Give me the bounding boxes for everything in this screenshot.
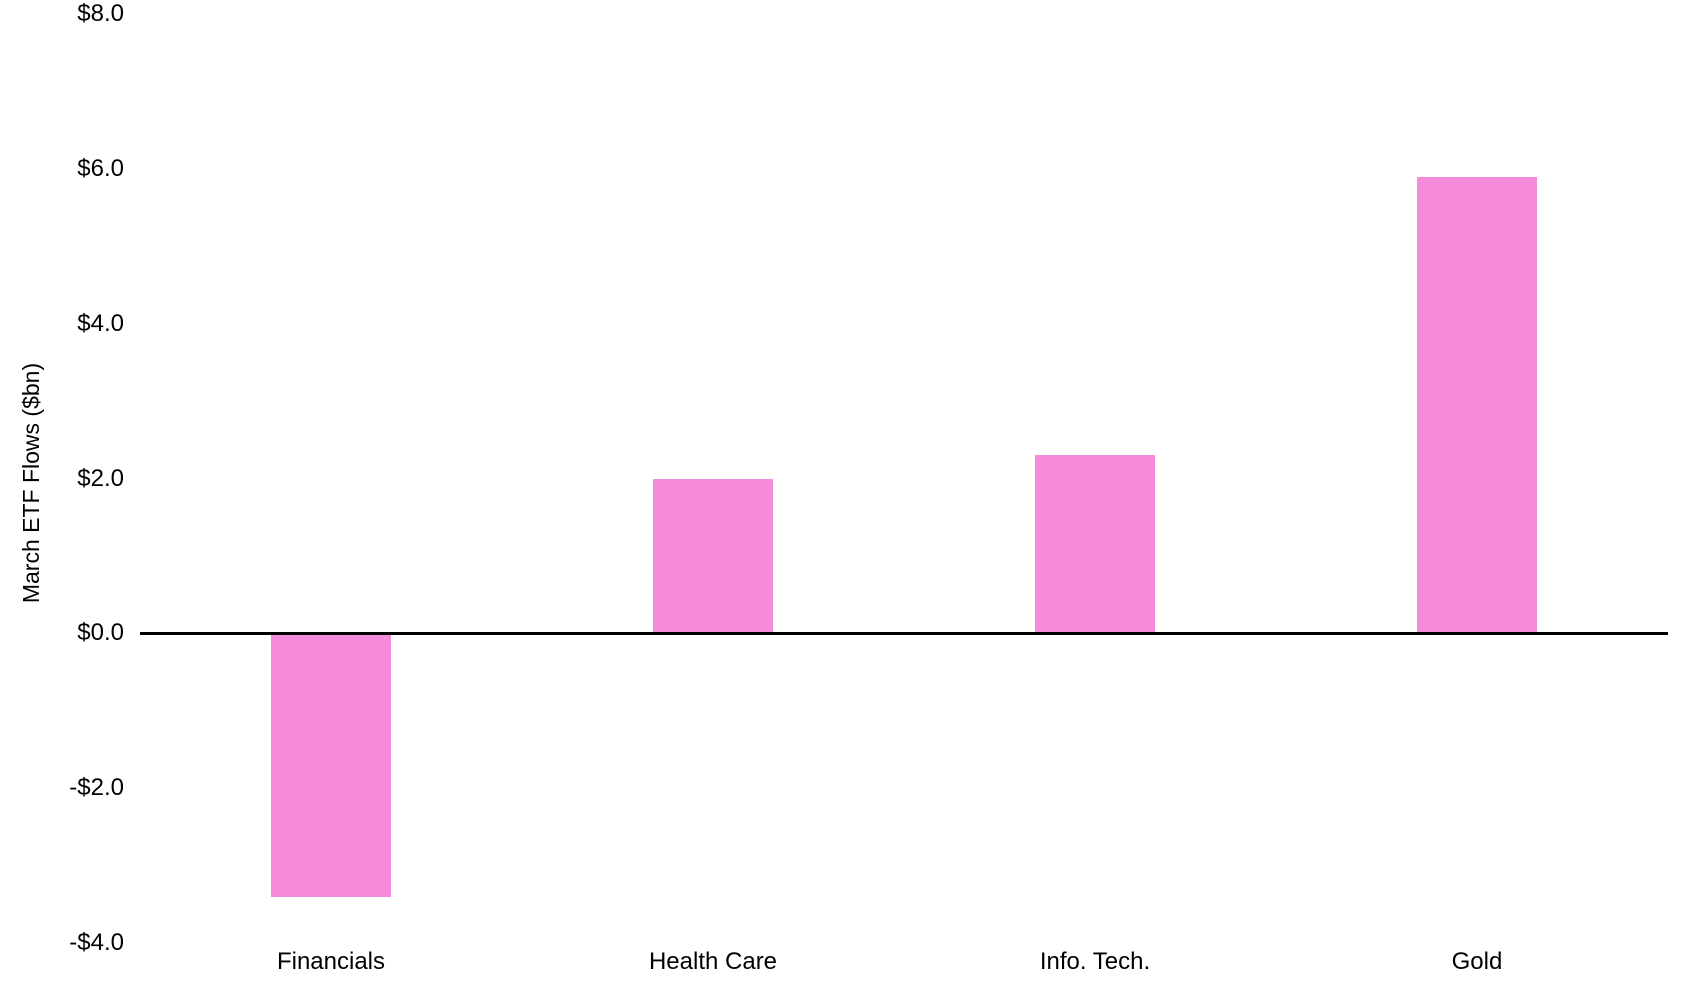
x-tick-label: Health Care: [648, 948, 778, 975]
y-tick-label: $0.0: [77, 619, 124, 647]
y-tick-label: $6.0: [77, 154, 124, 182]
y-tick-label: $8.0: [77, 0, 124, 27]
bar-financials: [271, 633, 391, 897]
x-tick-label: Info. Tech.: [1039, 948, 1151, 975]
x-tick-label: Financials: [276, 948, 386, 975]
x-tick-label: Gold: [1451, 948, 1503, 975]
bar-info-tech: [1035, 455, 1155, 634]
y-tick-label: $4.0: [77, 309, 124, 337]
y-tick-label: $2.0: [77, 464, 124, 492]
zero-axis-line: [140, 631, 1668, 635]
y-tick-label: -$2.0: [69, 774, 124, 802]
y-tick-label: -$4.0: [69, 929, 124, 956]
bar-gold: [1417, 176, 1537, 634]
bar-health-care: [653, 478, 773, 634]
